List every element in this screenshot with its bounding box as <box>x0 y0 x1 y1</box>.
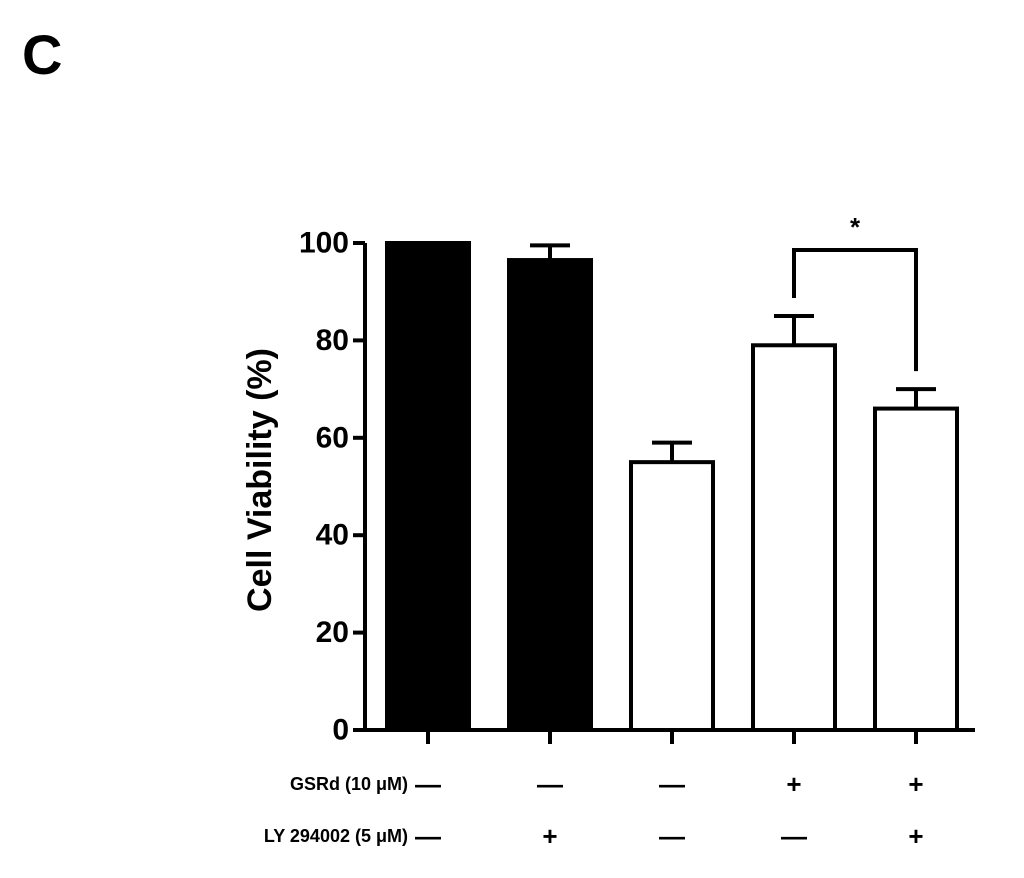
error-bars <box>530 243 936 463</box>
condition-sign: + <box>908 821 923 851</box>
condition-table: GSRd (10 μM) — — — + + LY 294002 (5 μM) — + — — + <box>264 769 924 851</box>
y-tick-label: 40 <box>316 519 349 552</box>
condition-sign: — <box>415 769 441 799</box>
bar <box>385 241 471 732</box>
condition-sign: — <box>659 821 685 851</box>
significance-bracket <box>792 248 918 372</box>
bar <box>751 343 837 732</box>
condition-sign: + <box>908 769 923 799</box>
y-tick-label: 20 <box>316 616 349 649</box>
y-tick-label: 60 <box>316 421 349 454</box>
y-tick-label: 0 <box>332 714 349 747</box>
y-tick-label: 100 <box>299 227 349 260</box>
bar <box>873 406 959 732</box>
y-tick-label: 80 <box>316 324 349 357</box>
y-axis-title: Cell Viability (%) <box>241 348 279 612</box>
condition-sign: + <box>786 769 801 799</box>
condition-sign: — <box>659 769 685 799</box>
condition-sign: + <box>542 821 557 851</box>
condition-sign: — <box>415 821 441 851</box>
bars <box>385 241 959 732</box>
bar <box>507 258 593 732</box>
condition-sign: — <box>781 821 807 851</box>
significance-annotations: * <box>792 212 918 372</box>
condition-row-label: LY 294002 (5 μM) <box>264 826 408 846</box>
significance-marker: * <box>850 212 861 242</box>
panel-letter: C <box>22 23 63 86</box>
condition-sign: — <box>537 769 563 799</box>
condition-row-label: GSRd (10 μM) <box>290 774 408 794</box>
bar <box>629 460 715 732</box>
